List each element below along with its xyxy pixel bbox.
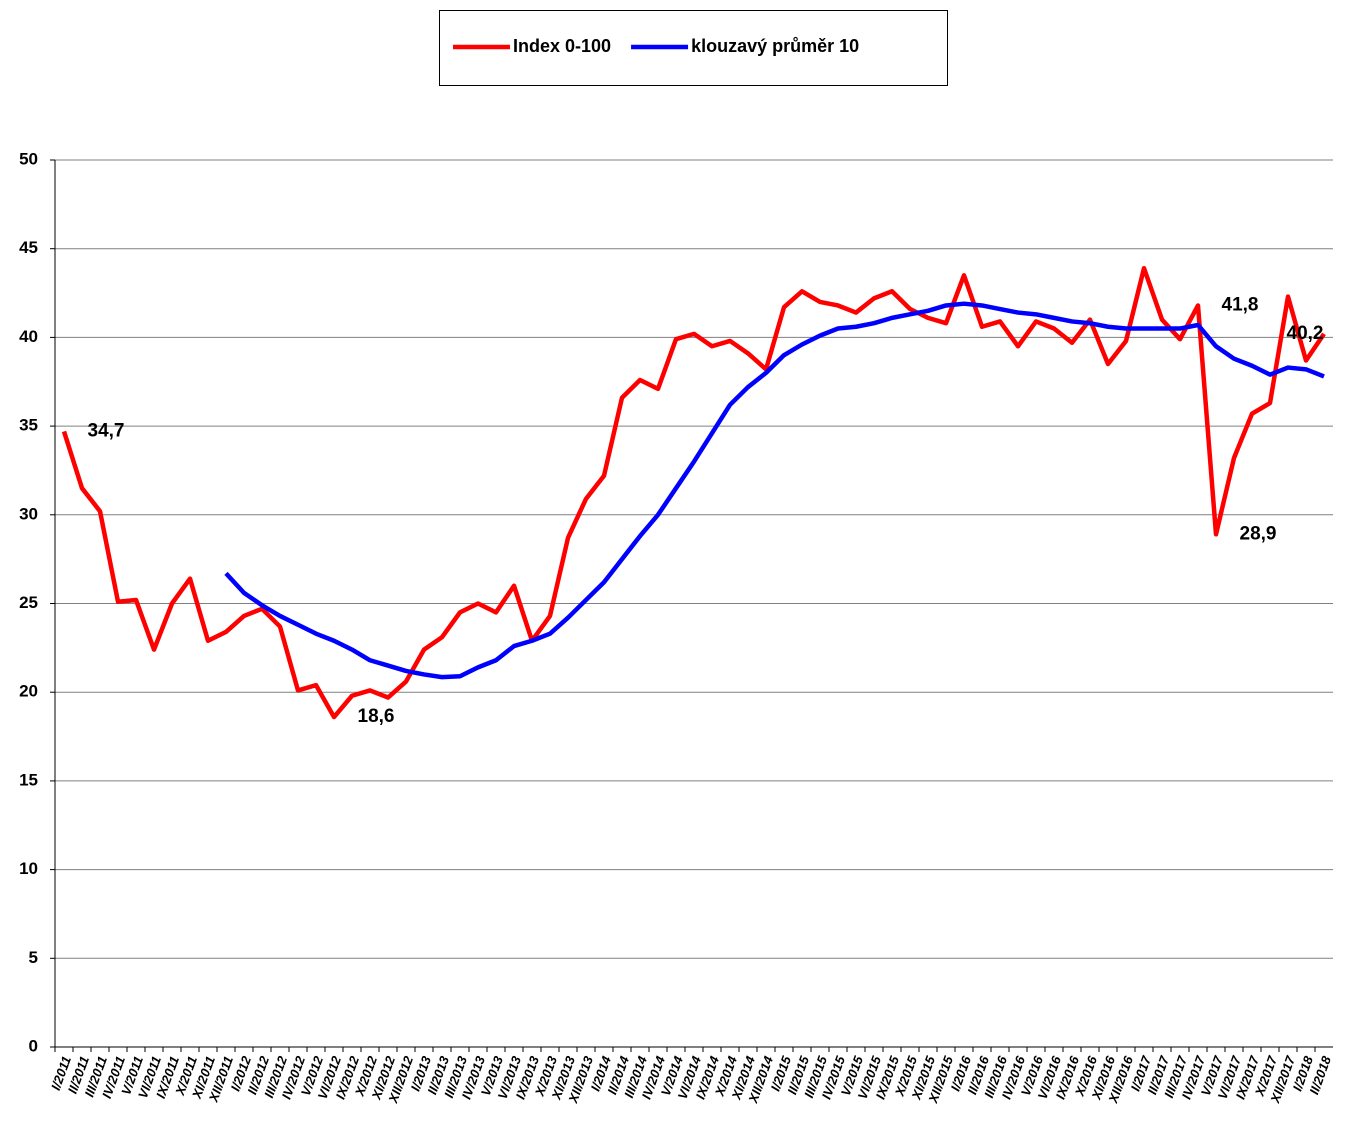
y-tick-label: 15 bbox=[19, 770, 38, 789]
y-tick-label: 45 bbox=[19, 238, 38, 257]
y-tick-label: 25 bbox=[19, 593, 38, 612]
legend-label: klouzavý průměr 10 bbox=[691, 36, 859, 56]
y-tick-label: 50 bbox=[19, 149, 38, 168]
y-tick-label: 35 bbox=[19, 416, 38, 435]
legend-label: Index 0-100 bbox=[513, 36, 611, 56]
value-label: 18,6 bbox=[358, 706, 395, 727]
value-label: 34,7 bbox=[88, 420, 125, 441]
y-tick-label: 20 bbox=[19, 682, 38, 701]
value-label: 40,2 bbox=[1287, 323, 1324, 344]
value-label: 41,8 bbox=[1222, 294, 1259, 315]
series-line bbox=[61, 265, 1326, 720]
y-tick-label: 30 bbox=[19, 504, 38, 523]
y-tick-label: 0 bbox=[29, 1036, 38, 1055]
y-tick-label: 40 bbox=[19, 327, 38, 346]
y-tick-label: 10 bbox=[19, 859, 38, 878]
legend-box bbox=[439, 10, 948, 86]
y-tick-label: 5 bbox=[29, 948, 38, 967]
series-line bbox=[224, 301, 1325, 680]
value-label: 28,9 bbox=[1240, 523, 1277, 544]
